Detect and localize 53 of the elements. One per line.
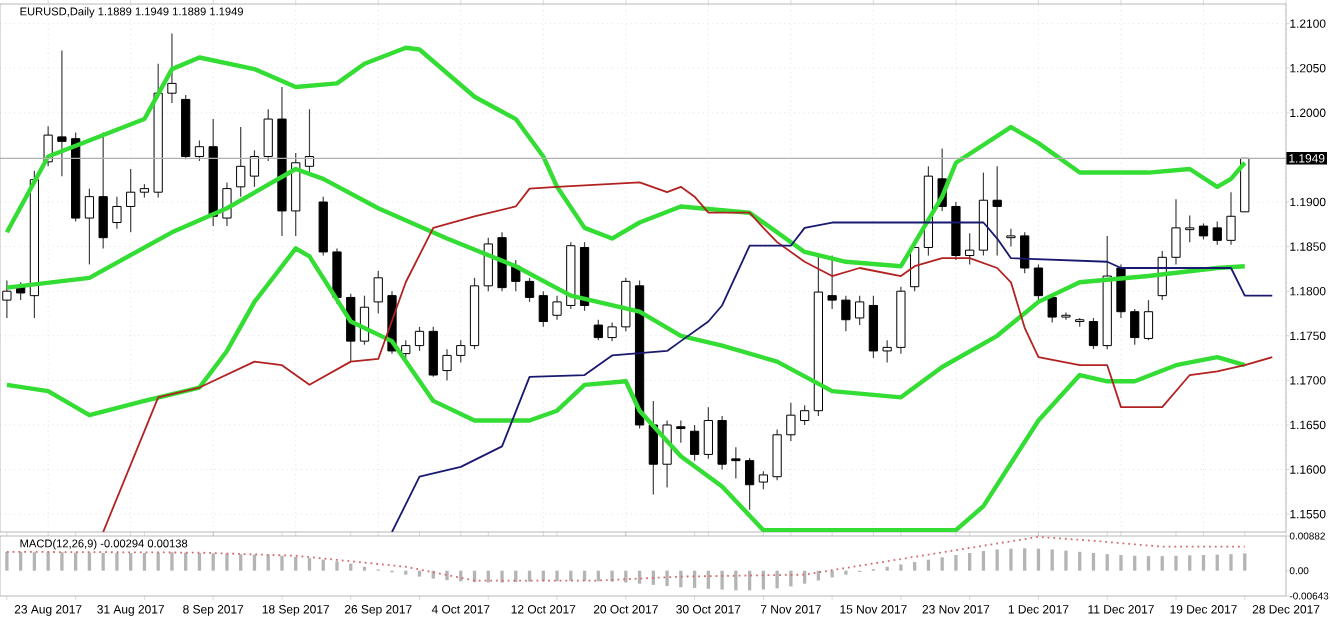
candlestick: [841, 295, 851, 332]
candlestick: [1226, 191, 1236, 246]
candlestick: [304, 108, 315, 174]
candlestick: [442, 348, 452, 381]
candlestick: [992, 165, 1002, 257]
candlestick: [1143, 299, 1154, 341]
candlestick: [167, 32, 177, 104]
candlestick: [593, 319, 603, 341]
line-series: [4, 45, 1247, 269]
candlestick: [552, 295, 562, 321]
candlestick: [524, 277, 535, 303]
candlestick: [1212, 221, 1222, 246]
candlestick: [414, 326, 425, 352]
line-series: [4, 166, 1247, 400]
candlestick: [786, 402, 796, 442]
line-series: [102, 181, 1274, 532]
candlestick: [772, 428, 782, 481]
candlestick: [1020, 231, 1030, 274]
candlestick: [98, 131, 108, 249]
candlestick: [703, 406, 713, 460]
candlestick: [249, 149, 260, 188]
candlestick: [965, 232, 975, 266]
candlestick: [868, 295, 879, 359]
candlestick: [538, 290, 548, 328]
candlestick: [2, 279, 12, 319]
candlestick: [1088, 317, 1099, 350]
candlestick: [373, 270, 383, 315]
candlestick: [112, 196, 122, 230]
candlestick: [332, 247, 342, 305]
candlestick: [676, 419, 686, 444]
candlestick: [456, 339, 466, 364]
candlestick: [744, 457, 755, 511]
candlestick: [57, 49, 67, 177]
candlestick: [84, 188, 95, 266]
candlestick: [689, 424, 700, 462]
candlestick: [1130, 308, 1140, 346]
candlestick: [263, 108, 273, 162]
candlestick: [717, 415, 727, 471]
candlestick: [194, 139, 205, 162]
candlestick: [1171, 198, 1181, 266]
candlestick: [126, 168, 136, 233]
line-series: [5, 536, 1246, 582]
candlestick: [731, 446, 741, 480]
candlestick: [1006, 228, 1016, 248]
candlestick: [1033, 263, 1044, 301]
line-series: [391, 221, 1274, 532]
candlestick: [855, 295, 865, 326]
candlestick: [1185, 214, 1195, 243]
candlestick: [607, 321, 617, 342]
candlestick: [800, 404, 810, 426]
candlestick: [236, 126, 246, 198]
candlestick: [428, 326, 438, 378]
candlestick: [882, 339, 892, 364]
